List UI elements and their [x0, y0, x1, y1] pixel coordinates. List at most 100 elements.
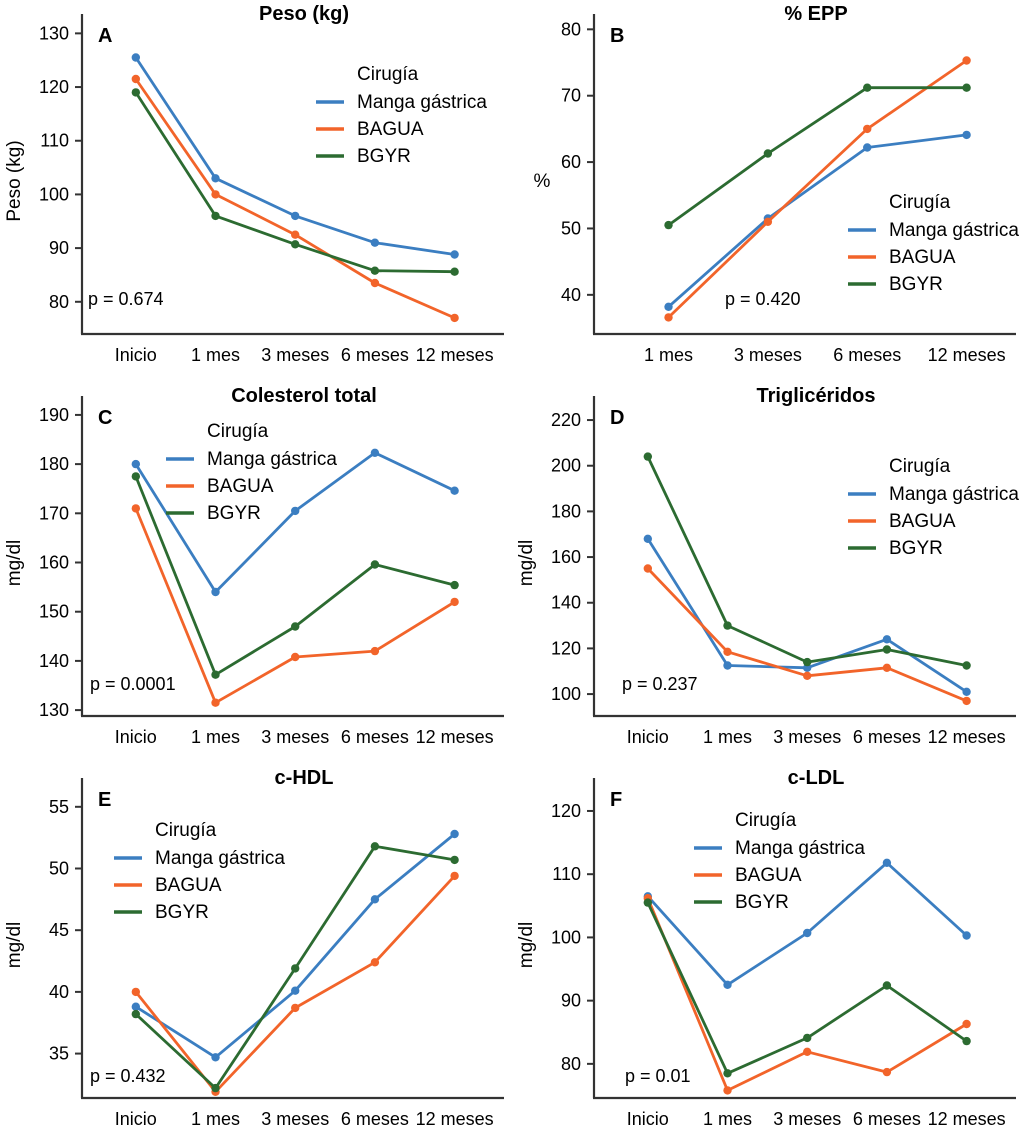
x-tick-label: 12 meses: [416, 345, 494, 365]
data-point: [962, 56, 971, 65]
data-point: [643, 452, 653, 461]
y-tick-label: 110: [552, 864, 581, 884]
series-line-bagua: [667, 59, 969, 319]
y-tick-label: 180: [39, 454, 69, 474]
y-tick-label: 40: [49, 982, 69, 1002]
y-axis-label: Peso (kg): [4, 140, 25, 221]
colesterol-chart-svg: 130 140 150 160 170 180 190 Inicio 1 mes 3 meses 6…: [4, 385, 504, 747]
panel-letter: A: [98, 25, 112, 47]
data-point: [370, 448, 380, 457]
panel-trigliceridos: 100 120 140 160 180 200 220 Inicio 1 mes 3 meses 6…: [512, 382, 1024, 764]
series-line-manga-gástrica: [134, 451, 457, 594]
legend-entry-label: Manga gástrica: [207, 449, 337, 470]
x-tick-label: Inicio: [115, 345, 157, 365]
chart-title: c-HDL: [275, 767, 334, 789]
y-tick-label: 100: [551, 927, 581, 947]
legend-entry-label: BAGUA: [889, 511, 956, 532]
c-hdl-chart-svg: 35 40 45 50 55 Inicio 1 mes 3 meses 6 meses 12 me…: [4, 767, 504, 1129]
y-tick-label: 40: [561, 285, 581, 305]
y-tick-label: 130: [39, 23, 69, 43]
y-tick-label: 50: [561, 218, 581, 238]
panel-c-ldl: 80 90 100 110 120 Inicio 1 mes 3 meses 6 meses 12…: [512, 764, 1024, 1146]
y-tick-label: 130: [39, 700, 69, 720]
data-point: [450, 486, 459, 495]
y-tick-label: 190: [39, 405, 69, 425]
data-point: [643, 564, 653, 573]
x-tick-label: 1 mes: [644, 345, 693, 365]
data-point: [370, 266, 380, 275]
series-line-bagua: [134, 507, 457, 705]
data-point: [723, 647, 732, 656]
data-point: [291, 240, 300, 249]
x-tick-label: Inicio: [115, 1109, 157, 1129]
data-point: [370, 646, 380, 656]
series-line-bagua: [134, 77, 457, 320]
data-point: [291, 211, 300, 221]
data-point: [723, 1086, 732, 1095]
data-point: [131, 472, 141, 481]
legend-entry-label: BAGUA: [155, 875, 222, 896]
chart-title: % EPP: [784, 3, 847, 25]
data-point: [863, 83, 872, 92]
series-line-bagua: [646, 896, 969, 1092]
panel-letter: C: [98, 407, 112, 429]
data-point: [291, 652, 300, 662]
data-point: [370, 842, 380, 851]
data-point: [450, 250, 459, 259]
x-tick-label: 12 meses: [416, 1109, 494, 1129]
y-tick-label: 70: [561, 86, 581, 106]
data-point: [803, 1033, 812, 1043]
data-point: [450, 871, 459, 881]
legend-entry-label: BAGUA: [207, 476, 274, 497]
x-tick-label: 1 mes: [191, 345, 240, 365]
y-tick-label: 140: [39, 651, 69, 671]
data-point: [131, 88, 141, 97]
data-point: [962, 1019, 971, 1029]
panel-c-hdl: 35 40 45 50 55 Inicio 1 mes 3 meses 6 meses 12 me…: [0, 764, 512, 1146]
x-tick-label: 6 meses: [341, 727, 409, 747]
data-point: [291, 964, 300, 973]
data-point: [664, 313, 673, 322]
data-point: [131, 1009, 141, 1019]
x-tick-label: Inicio: [627, 727, 669, 747]
y-tick-label: 140: [551, 593, 581, 613]
data-point: [882, 981, 892, 990]
y-tick-label: 55: [49, 797, 69, 817]
data-point: [803, 1047, 812, 1056]
data-point: [291, 622, 300, 631]
y-tick-label: 160: [39, 553, 69, 573]
data-point: [962, 661, 971, 670]
data-point: [962, 1036, 971, 1046]
data-point: [211, 698, 220, 707]
data-point: [962, 83, 971, 92]
data-point: [211, 190, 220, 199]
x-tick-label: 6 meses: [341, 1109, 409, 1129]
x-tick-label: 6 meses: [853, 1109, 921, 1129]
legend-title: Cirugía: [735, 810, 797, 831]
data-point: [450, 855, 459, 865]
data-point: [723, 661, 732, 670]
legend-entry-label: Manga gástrica: [889, 484, 1019, 505]
y-tick-label: 160: [551, 547, 581, 567]
chart-title: Peso (kg): [259, 3, 349, 25]
panel-letter: D: [610, 407, 624, 429]
y-axis-label: mg/dl: [516, 540, 537, 586]
data-point: [291, 986, 300, 995]
data-point: [211, 587, 220, 597]
p-value-label: p = 0.01: [625, 1066, 691, 1086]
x-tick-label: 3 meses: [734, 345, 802, 365]
data-point: [211, 1083, 220, 1093]
x-tick-label: 12 meses: [928, 727, 1006, 747]
epp-chart-svg: 40 50 60 70 80 1 mes 3 meses 6 meses 12 meses % E…: [534, 3, 1020, 365]
y-axis-label: %: [534, 171, 551, 192]
p-value-label: p = 0.432: [90, 1066, 166, 1086]
x-tick-label: 3 meses: [261, 1109, 329, 1129]
data-point: [664, 302, 673, 311]
data-point: [131, 987, 141, 997]
y-tick-label: 180: [551, 501, 581, 521]
y-tick-label: 100: [39, 184, 69, 204]
legend-title: Cirugía: [889, 456, 951, 477]
series-line-bgyr: [667, 86, 969, 227]
panel-letter: E: [98, 789, 111, 811]
data-point: [962, 687, 971, 696]
